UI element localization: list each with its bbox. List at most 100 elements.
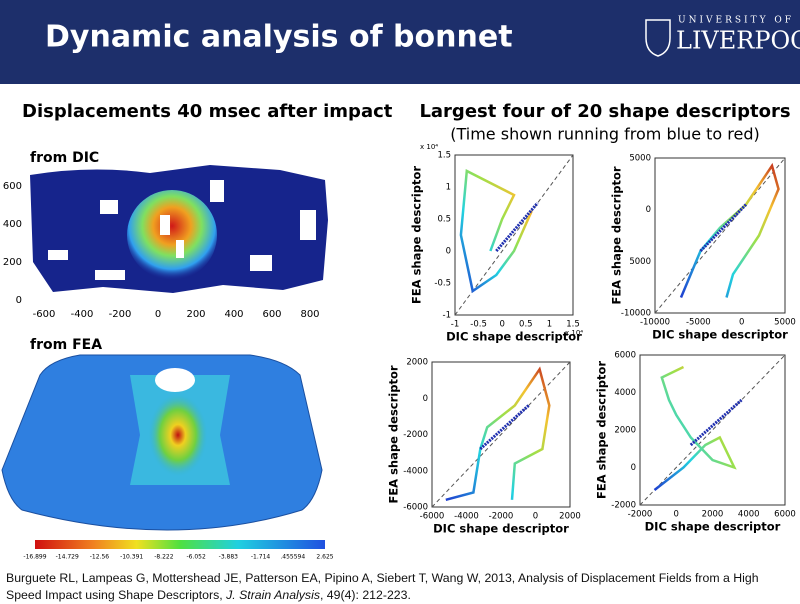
plot-y-label: FEA shape descriptor: [410, 166, 424, 304]
plot-x-tick: -0.5: [470, 320, 487, 330]
plot-x-tick: -5000: [686, 318, 711, 328]
plot-y-tick: 4000: [614, 388, 636, 398]
trajectory: [445, 366, 551, 502]
dic-y-tick: 600: [3, 181, 22, 192]
plot-x-tick: -6000: [420, 512, 445, 522]
plot-x-tick: 0.5: [519, 320, 533, 330]
slide: Dynamic analysis of bonnet UNIVERSITY OF…: [0, 0, 800, 561]
reference-diagonal: [654, 157, 786, 314]
logo-line1: UNIVERSITY OF: [678, 16, 794, 26]
plot-x-tick: 2000: [702, 510, 724, 520]
colorbar-label: -10.391: [120, 554, 143, 561]
plot-x-tick: 2000: [559, 512, 581, 522]
plot-x-tick: -2000: [489, 512, 514, 522]
colorbar-label: -16.899: [23, 554, 46, 561]
plot-y-tick: 5000: [629, 154, 651, 164]
dic-y-tick: 400: [3, 219, 22, 230]
colorbar: [35, 540, 325, 549]
plot-x-tick: 0: [674, 510, 679, 520]
plot-x-tick: 1.5: [566, 320, 580, 330]
plot-y-tick: 2000: [614, 426, 636, 436]
plot-y-label: FEA shape descriptor: [610, 166, 624, 304]
plot-y-label: FEA shape descriptor: [387, 365, 401, 503]
reference-diagonal: [431, 361, 571, 508]
plot-x-tick: -2000: [628, 510, 653, 520]
reference-diagonal: [454, 154, 574, 316]
citation: Burguete RL, Lampeas G, Mottershead JE, …: [6, 570, 796, 604]
left-heading: Displacements 40 msec after impact: [22, 101, 393, 122]
plot-y-tick: -10000: [621, 309, 651, 319]
plot-y-tick: 5000: [629, 257, 651, 267]
plot-y-tick: -0.5: [434, 279, 451, 289]
plot-x-tick: 5000: [774, 318, 796, 328]
dic-x-tick: 800: [300, 309, 319, 320]
trajectory: [459, 169, 533, 294]
dic-x-tick: 600: [262, 309, 281, 320]
trajectory-start: [699, 203, 748, 253]
plot-y-tick: -6000: [403, 503, 428, 513]
plot-y-tick: -2000: [611, 501, 636, 511]
trajectory: [653, 365, 737, 491]
dic-x-tick: 200: [186, 309, 205, 320]
right-subheading: (Time shown running from blue to red): [450, 125, 760, 144]
dic-map: [30, 165, 328, 293]
right-heading: Largest four of 20 shape descriptors: [419, 101, 790, 122]
colorbar-label: -12.56: [90, 554, 110, 561]
citation-journal: J. Strain Analysis: [226, 588, 320, 602]
plot-x-label: DIC shape descriptor: [433, 522, 569, 536]
citation-ref: , 49(4): 212-223.: [319, 588, 411, 602]
dic-label: from DIC: [30, 150, 99, 166]
trajectory-start: [479, 404, 530, 451]
colorbar-label: -3.883: [219, 554, 239, 561]
trajectory-start: [495, 202, 539, 252]
dic-x-tick: 400: [224, 309, 243, 320]
plot-y-tick: -2000: [403, 430, 428, 440]
plot-y-label: FEA shape descriptor: [595, 361, 609, 499]
plot-y-tick: 1.5: [437, 151, 451, 161]
slide-title: Dynamic analysis of bonnet: [45, 20, 513, 55]
dic-y-tick: 0: [16, 295, 22, 306]
colorbar-label: -1.714: [251, 554, 271, 561]
plot-x-tick: -4000: [454, 512, 479, 522]
plot-frame: [639, 354, 786, 506]
plot-y-tick: 1: [446, 183, 451, 193]
plot-y-tick: 6000: [614, 351, 636, 361]
fea-model: [1, 354, 323, 531]
plot-x-multiplier: x 10⁴: [565, 329, 583, 337]
dic-x-tick: -600: [33, 309, 56, 320]
trajectory-start: [689, 398, 743, 447]
plot-x-tick: -10000: [640, 318, 670, 328]
plot-y-tick: -1: [443, 311, 451, 321]
plot-y-tick: 0: [631, 463, 636, 473]
colorbar-label: -8.222: [154, 554, 174, 561]
plot-x-label: DIC shape descriptor: [652, 328, 788, 342]
plot-x-label: DIC shape descriptor: [645, 520, 781, 534]
plot-x-tick: 6000: [774, 510, 796, 520]
dic-x-tick: -200: [109, 309, 132, 320]
plot-x-tick: 0: [499, 320, 504, 330]
colorbar-label: -14.729: [56, 554, 79, 561]
plot-x-label: DIC shape descriptor: [446, 330, 582, 344]
dic-x-tick: 0: [155, 309, 161, 320]
dic-x-tick: -400: [71, 309, 94, 320]
plot-x-tick: 0: [533, 512, 538, 522]
plot-y-tick: 0: [446, 247, 451, 257]
colorbar-label: .455594: [280, 554, 305, 561]
plot-y-tick: -4000: [403, 466, 428, 476]
plot-x-tick: 1: [547, 320, 552, 330]
plot-y-tick: 0: [646, 205, 651, 215]
logo: UNIVERSITY OF LIVERPOOL: [645, 16, 800, 57]
fea-label: from FEA: [30, 337, 102, 353]
plot-x-tick: 4000: [738, 510, 760, 520]
dic-y-tick: 200: [3, 257, 22, 268]
plot-x-tick: -1: [451, 320, 459, 330]
logo-line2: LIVERPOOL: [676, 27, 800, 55]
header-bar: [0, 0, 800, 84]
plot-y-multiplier: x 10⁴: [420, 143, 438, 151]
plot-y-tick: 0.5: [437, 215, 451, 225]
plot-y-tick: 0: [423, 394, 428, 404]
plot-y-tick: 2000: [406, 358, 428, 368]
citation-authors: Burguete RL, Lampeas G, Mottershead JE, …: [6, 571, 759, 602]
colorbar-label: 2.625: [316, 554, 333, 561]
